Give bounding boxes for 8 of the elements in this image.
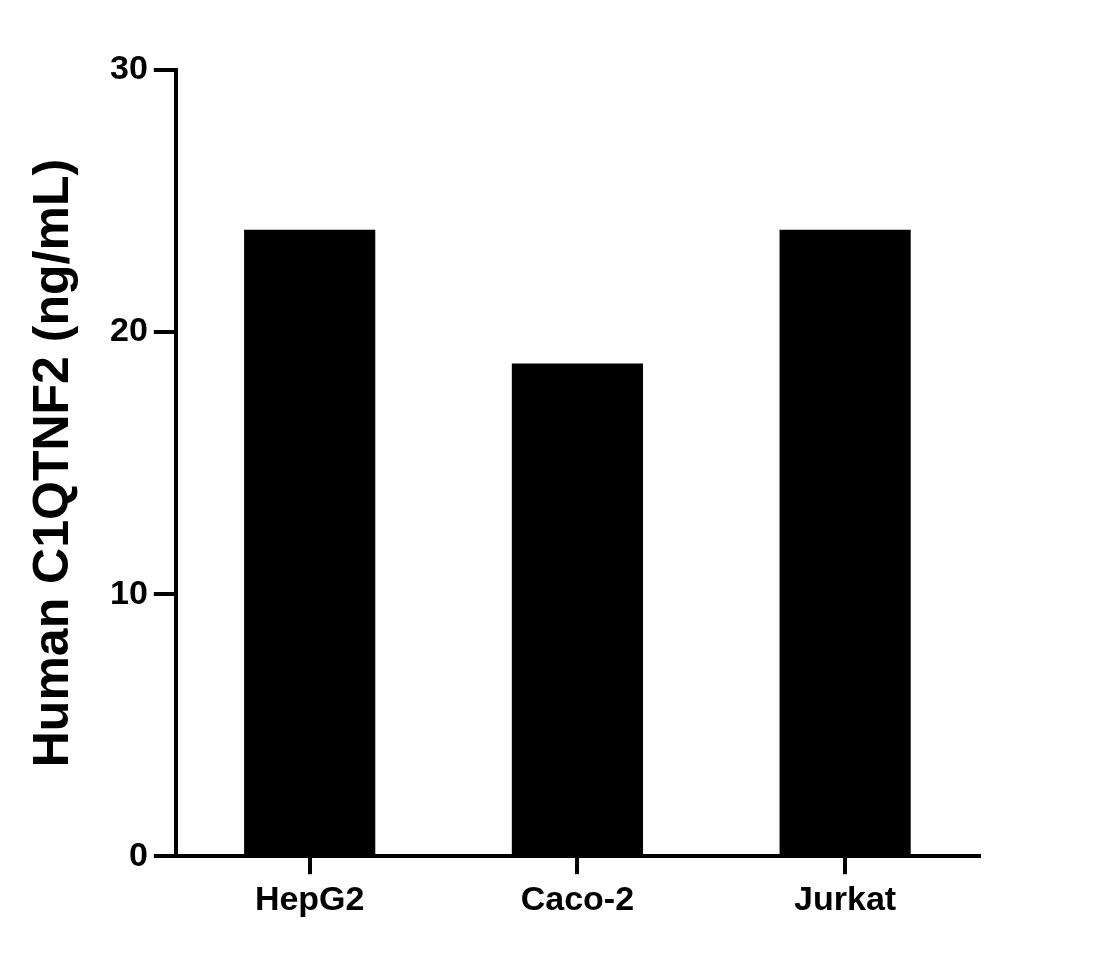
x-tick-label: Jurkat [794, 878, 897, 917]
y-axis-title: Human C1QTNF2 (ng/mL) [22, 158, 79, 768]
y-tick-label: 30 [109, 48, 148, 87]
y-tick-label: 10 [109, 572, 148, 611]
y-tick-label: 0 [128, 834, 148, 873]
x-tick-label: Caco-2 [520, 878, 635, 917]
x-tick-label: HepG2 [254, 878, 365, 917]
y-tick-label: 20 [109, 310, 148, 349]
